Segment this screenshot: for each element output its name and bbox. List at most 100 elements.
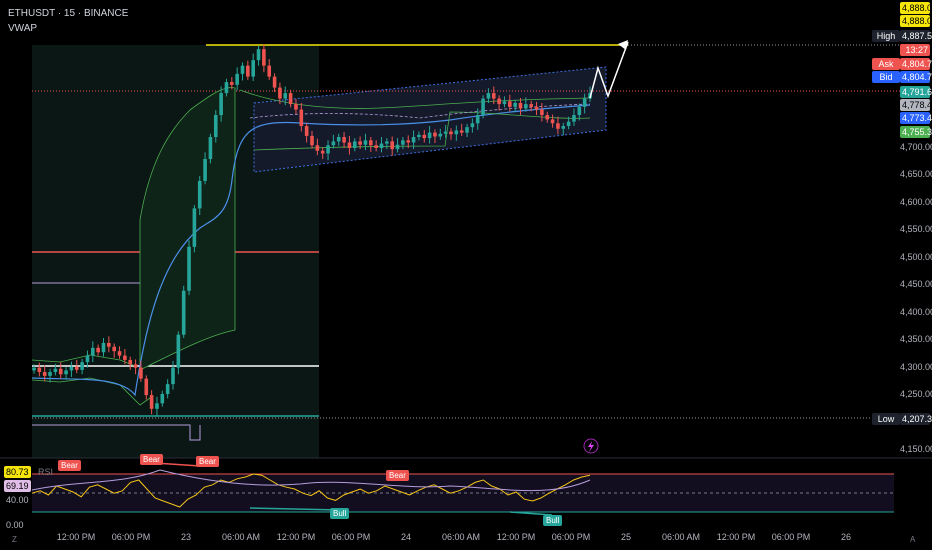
candle-body (262, 49, 266, 66)
candle-body (246, 65, 250, 77)
high-tag: High (872, 30, 900, 42)
candle-body (235, 73, 239, 85)
candle-body (454, 130, 459, 135)
candle-body (449, 131, 453, 135)
candle-body (422, 134, 427, 139)
candle-body (331, 141, 336, 146)
candle-body (374, 145, 378, 148)
y-tick: 4,300.00 (900, 361, 932, 372)
symbol-title: ETHUSDT · 15 · BINANCE (8, 8, 129, 19)
candle-body (197, 180, 202, 209)
candle-body (347, 142, 352, 148)
candle-body (219, 93, 223, 116)
candle-body (540, 109, 544, 116)
x-tick: 26 (840, 532, 852, 542)
candle-body (74, 366, 79, 370)
x-tick: 06:00 PM (551, 532, 591, 542)
lightning-icon[interactable] (583, 438, 599, 454)
candle-body (481, 98, 485, 116)
x-tick: 06:00 PM (771, 532, 811, 542)
candle-body (320, 150, 325, 154)
candle-body (149, 395, 154, 409)
candle-body (524, 104, 528, 109)
rsi-level-0: 0.00 (6, 520, 24, 530)
y-tick: 4,450.00 (900, 279, 932, 290)
countdown-label: 13:27 (900, 44, 930, 56)
candle-body (171, 367, 175, 385)
x-tick: 12:00 PM (276, 532, 316, 542)
x-tick: 23 (180, 532, 192, 542)
candle-body (417, 134, 421, 138)
candle-body (475, 115, 480, 124)
candle-body (278, 87, 282, 99)
candles-group (32, 44, 592, 416)
candle-body (459, 130, 464, 133)
bid-tag: Bid (872, 71, 900, 83)
candle-body (566, 121, 571, 127)
candle-body (438, 133, 443, 137)
candle-body (64, 370, 68, 375)
ask-price-label: 4,804.73 (900, 58, 932, 70)
x-tick: 24 (400, 532, 412, 542)
candle-body (117, 351, 122, 356)
price-label-p3: 4,773.49 (900, 112, 932, 124)
candle-body (299, 109, 304, 127)
candle-body (181, 290, 186, 335)
bid-price-label: 4,804.72 (900, 71, 932, 83)
candle-body (48, 372, 52, 376)
candle-body (326, 145, 330, 154)
x-tick: 25 (620, 532, 632, 542)
candle-body (288, 93, 293, 105)
rsi-name: RSI (38, 467, 54, 477)
candle-body (37, 367, 42, 373)
candle-body (427, 132, 432, 139)
candle-body (267, 65, 272, 77)
projection-path (589, 41, 629, 99)
price-label-p1: 4,791.64 (900, 86, 932, 98)
candle-body (144, 378, 149, 396)
rsi-ma-line (31, 469, 591, 492)
candle-body (128, 359, 133, 365)
y-tick: 4,700.00 (900, 142, 932, 152)
low-tag: Low (872, 413, 900, 425)
candle-body (502, 101, 507, 105)
candle-body (443, 131, 448, 134)
bull-signal-2: Bull (543, 515, 563, 526)
candle-body (379, 143, 384, 148)
rsi-value-1: 80.73 (4, 466, 31, 478)
session-purple-line (249, 103, 591, 119)
candle-body (294, 104, 298, 110)
corner-right[interactable]: A (910, 535, 916, 544)
y-tick: 4,650.00 (900, 169, 932, 180)
price-label-top2: 4,888.02 (900, 15, 932, 27)
candle-body (160, 393, 165, 404)
candle-body (58, 368, 63, 375)
candle-body (406, 140, 411, 143)
price-channel (253, 66, 607, 173)
candle-body (165, 384, 170, 394)
rsi-level-40: 40.00 (6, 495, 29, 505)
candle-body (155, 403, 159, 409)
candle-body (577, 106, 582, 116)
lower-step-line (32, 424, 201, 441)
x-tick: 12:00 PM (496, 532, 536, 542)
bear-signal-4: Bear (386, 470, 409, 481)
ask-tag: Ask (872, 58, 900, 70)
x-tick: 12:00 PM (56, 532, 96, 542)
candle-body (80, 362, 84, 370)
candle-body (497, 98, 501, 105)
candle-body (572, 115, 576, 122)
candle-body (545, 115, 550, 120)
candle-body (369, 140, 373, 146)
candle-body (91, 347, 95, 356)
corner-left[interactable]: Z (12, 535, 17, 544)
x-tick: 06:00 PM (331, 532, 371, 542)
candle-body (401, 140, 405, 145)
low-price-label: 4,207.39 (900, 413, 932, 425)
candle-body (187, 246, 191, 291)
candle-body (107, 342, 111, 347)
candle-body (42, 372, 47, 376)
y-tick: 4,250.00 (900, 389, 932, 400)
candle-body (32, 367, 36, 371)
